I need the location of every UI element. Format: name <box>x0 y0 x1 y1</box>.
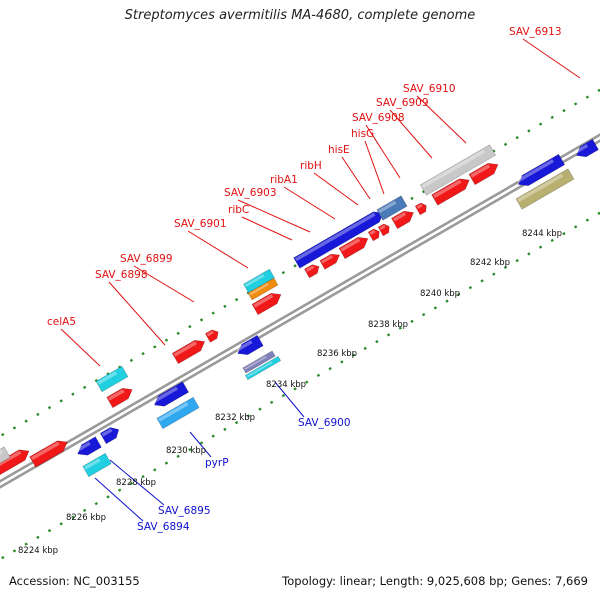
leader-SAV_6895 <box>109 459 165 506</box>
leader-SAV_6899 <box>133 265 195 303</box>
gene-arrow-6909[interactable] <box>431 175 473 206</box>
gene-label-SAV_6894[interactable]: SAV_6894 <box>137 521 190 533</box>
gene-arrow-blue-small[interactable] <box>99 424 122 445</box>
tick-label-2: 8228 kbp <box>116 478 156 488</box>
tick-label-5: 8234 kbp <box>266 380 306 390</box>
gene-label-pyrP[interactable]: pyrP <box>205 457 229 469</box>
map-title: Streptomyces avermitilis MA-4680, comple… <box>124 8 476 23</box>
label-leaders <box>60 38 581 522</box>
backbone-line-0 <box>0 133 600 483</box>
tick-label-6: 8236 kbp <box>317 349 357 359</box>
gene-label-SAV_6895[interactable]: SAV_6895 <box>158 505 211 517</box>
dotted-guides <box>0 88 600 561</box>
gene-label-hisG[interactable]: hisG <box>351 128 374 140</box>
gene-label-SAV_6900[interactable]: SAV_6900 <box>298 417 351 429</box>
gene-arrow-6910[interactable] <box>468 159 501 186</box>
leader-ribC <box>241 216 293 241</box>
gene-box-gray[interactable] <box>419 144 497 196</box>
leader-SAV_6908 <box>365 124 401 179</box>
gene-box-6900-purple[interactable] <box>242 350 276 374</box>
leader-SAV_6898 <box>108 281 166 346</box>
leader-hisG <box>364 140 385 195</box>
gene-arrow-1[interactable] <box>29 437 71 468</box>
leader-ribA1 <box>283 186 336 220</box>
gene-label-ribA1[interactable]: ribA1 <box>270 174 298 186</box>
tick-label-7: 8238 kbp <box>368 320 408 330</box>
gene-label-SAV_6898[interactable]: SAV_6898 <box>95 269 148 281</box>
leader-SAV_6910 <box>416 95 467 144</box>
gene-arrow-ribC[interactable] <box>304 262 321 279</box>
tick-label-9: 8242 kbp <box>470 258 510 268</box>
gene-label-SAV_6908[interactable]: SAV_6908 <box>352 112 405 124</box>
gene-box-orange[interactable] <box>247 277 279 301</box>
tick-label-3: 8230 kbp <box>166 446 206 456</box>
leader-SAV_6909 <box>389 109 433 159</box>
gene-arrow-blue-far[interactable] <box>573 138 599 160</box>
gene-arrow-6895-blue[interactable] <box>75 436 102 459</box>
gene-label-hisE[interactable]: hisE <box>328 144 350 156</box>
gene-arrow-celA5-red[interactable] <box>106 384 136 409</box>
gene-label-ribC[interactable]: ribC <box>228 204 249 216</box>
gene-label-SAV_6903[interactable]: SAV_6903 <box>224 187 277 199</box>
gene-features <box>0 138 599 479</box>
backbone-line-1 <box>0 139 600 489</box>
leader-SAV_6901 <box>187 230 249 269</box>
leader-SAV_6903 <box>237 199 311 233</box>
tick-labels: 8224 kbp 8226 kbp 8228 kbp 8230 kbp 8232 kbp… <box>18 229 562 556</box>
gene-arrow-ribH[interactable] <box>367 227 382 242</box>
gene-box-6899-cyan[interactable] <box>243 268 275 294</box>
gene-box-steel[interactable] <box>376 195 408 221</box>
gene-label-SAV_6913[interactable]: SAV_6913 <box>509 26 562 38</box>
gene-box-left-gray[interactable] <box>0 446 11 464</box>
leader-hisE <box>341 156 371 200</box>
gene-arrow-6903[interactable] <box>319 251 342 270</box>
tick-label-4: 8232 kbp <box>215 413 255 423</box>
gene-arrow-6901[interactable] <box>251 289 284 316</box>
gene-box-olive[interactable] <box>515 168 575 210</box>
leader-SAV_6913 <box>522 38 581 79</box>
gene-arrow-6908[interactable] <box>414 201 429 216</box>
gene-label-SAV_6899[interactable]: SAV_6899 <box>120 253 173 265</box>
gene-label-ribH[interactable]: ribH <box>300 160 322 172</box>
gene-box-6900-cyan[interactable] <box>244 355 282 381</box>
leader-ribH <box>313 172 359 206</box>
gene-arrow-6898[interactable] <box>171 336 207 365</box>
leader-celA5 <box>60 328 101 367</box>
gene-arrow-blue-right[interactable] <box>515 153 566 189</box>
tick-label-1: 8226 kbp <box>66 513 106 523</box>
genome-stats: Topology: linear; Length: 9,025,608 bp; … <box>282 574 588 588</box>
gene-arrow-blue-long[interactable] <box>293 208 387 269</box>
gene-label-SAV_6901[interactable]: SAV_6901 <box>174 218 227 230</box>
gene-arrow-ribA1[interactable] <box>338 233 371 260</box>
gene-label-SAV_6910[interactable]: SAV_6910 <box>403 83 456 95</box>
tick-label-10: 8244 kbp <box>522 229 562 239</box>
gene-label-SAV_6909[interactable]: SAV_6909 <box>376 97 429 109</box>
gene-arrow-6900-blue[interactable] <box>235 334 264 358</box>
leader-SAV_6900 <box>274 381 305 418</box>
gene-arrow-hisG[interactable] <box>391 207 416 230</box>
gene-arrow-left-edge[interactable] <box>0 446 32 479</box>
gene-box-pyrP[interactable] <box>156 396 200 430</box>
leader-pyrP <box>189 431 212 458</box>
gene-box-celA5[interactable] <box>95 365 129 393</box>
tick-label-8: 8240 kbp <box>420 289 460 299</box>
tick-label-0: 8224 kbp <box>18 546 58 556</box>
accession-text: Accession: NC_003155 <box>9 574 140 588</box>
gene-arrow-pyrP-blue[interactable] <box>151 381 189 410</box>
gene-label-celA5[interactable]: celA5 <box>47 316 76 328</box>
genome-backbone <box>0 133 600 489</box>
gene-arrow-hisE[interactable] <box>377 222 392 237</box>
gene-box-6894[interactable] <box>82 452 112 478</box>
leader-SAV_6894 <box>94 477 144 522</box>
gene-arrow-6899[interactable] <box>204 328 220 343</box>
